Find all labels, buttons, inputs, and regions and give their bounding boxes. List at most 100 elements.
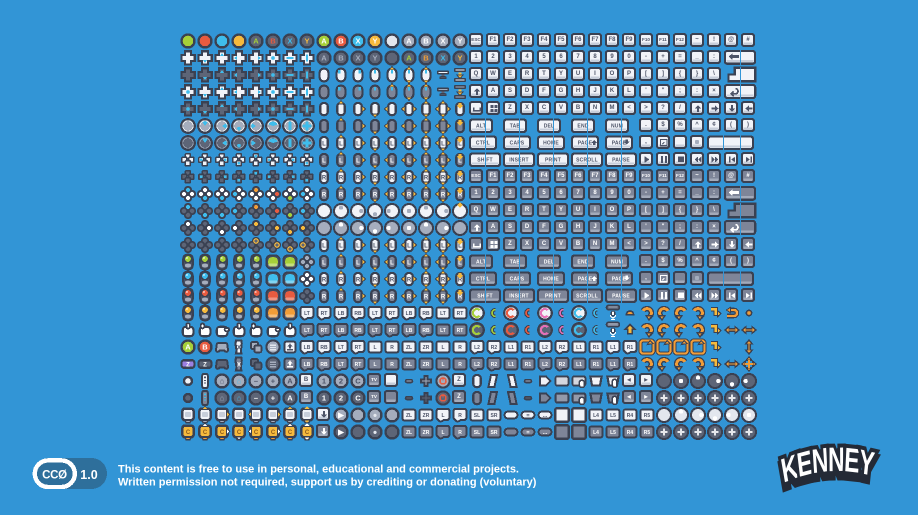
svg-text:T: T xyxy=(542,207,546,213)
svg-text:¢: ¢ xyxy=(712,258,716,264)
svg-text:L: L xyxy=(390,159,394,165)
svg-text:B: B xyxy=(202,343,208,352)
svg-text:CTRL: CTRL xyxy=(476,140,490,146)
svg-text:2: 2 xyxy=(339,394,343,403)
svg-text:V: V xyxy=(559,105,563,111)
svg-text:X: X xyxy=(355,37,360,46)
svg-text:2: 2 xyxy=(491,190,495,196)
svg-text:G: G xyxy=(559,224,564,230)
svg-text:R: R xyxy=(424,176,429,182)
svg-text:DEL: DEL xyxy=(544,259,555,265)
svg-text:I: I xyxy=(594,207,596,213)
svg-text:LT: LT xyxy=(304,311,310,317)
svg-text:R: R xyxy=(339,278,344,284)
svg-text:RB: RB xyxy=(320,345,328,351)
svg-text:ZL: ZL xyxy=(406,413,412,419)
svg-text:.: . xyxy=(645,122,647,128)
svg-text:R: R xyxy=(441,176,446,182)
svg-text:!: ! xyxy=(713,37,715,43)
svg-text::: : xyxy=(696,224,698,230)
svg-text:RT: RT xyxy=(321,328,328,334)
svg-text::: : xyxy=(713,190,715,196)
svg-text:Y: Y xyxy=(372,37,377,46)
svg-text:L4: L4 xyxy=(593,430,599,436)
svg-text:H: H xyxy=(576,88,580,94)
svg-text:L2: L2 xyxy=(542,362,548,368)
svg-text:SCROLL: SCROLL xyxy=(576,293,598,299)
svg-text:DEL: DEL xyxy=(544,123,555,129)
svg-text:R: R xyxy=(322,278,327,284)
svg-text:F6: F6 xyxy=(574,37,582,43)
svg-text:W: W xyxy=(490,71,496,77)
svg-text:X: X xyxy=(440,54,445,63)
svg-text:': ' xyxy=(645,224,647,230)
svg-text:SHIFT: SHIFT xyxy=(477,293,492,299)
svg-text:L: L xyxy=(407,142,411,148)
svg-text:F12: F12 xyxy=(676,173,684,178)
svg-text:9: 9 xyxy=(610,54,614,60)
svg-text:^: ^ xyxy=(695,122,699,128)
svg-text:F: F xyxy=(542,88,546,94)
svg-text:R1: R1 xyxy=(627,345,634,351)
svg-text:ZR: ZR xyxy=(423,413,430,419)
svg-text:J: J xyxy=(593,224,596,230)
svg-text:Y: Y xyxy=(559,71,563,77)
svg-text:L: L xyxy=(407,244,411,250)
svg-text:F11: F11 xyxy=(659,37,667,42)
svg-text:R: R xyxy=(339,295,344,301)
svg-text:R: R xyxy=(441,193,446,199)
svg-text:▶: ▶ xyxy=(643,394,648,399)
svg-text:(: ( xyxy=(730,258,732,264)
svg-text:+: + xyxy=(271,377,276,386)
svg-text:R: R xyxy=(424,193,429,199)
svg-text:C: C xyxy=(186,430,191,436)
svg-text:LB: LB xyxy=(304,345,311,351)
svg-text:R: R xyxy=(356,295,361,301)
svg-text:RT: RT xyxy=(389,311,396,317)
svg-text:ZL: ZL xyxy=(406,345,412,351)
svg-text:L2: L2 xyxy=(542,345,548,351)
svg-text:': ' xyxy=(645,88,647,94)
svg-text:B: B xyxy=(304,377,309,383)
svg-text:LT: LT xyxy=(372,328,378,334)
svg-text:R: R xyxy=(458,345,462,351)
svg-text:F9: F9 xyxy=(625,37,633,43)
svg-text:LB: LB xyxy=(304,362,311,368)
svg-text:L: L xyxy=(339,159,343,165)
svg-text:B: B xyxy=(304,394,309,400)
svg-text:R: R xyxy=(407,193,412,199)
svg-text:S: S xyxy=(508,88,512,94)
svg-text:L: L xyxy=(458,244,462,250)
svg-text:⌂: ⌂ xyxy=(220,394,225,403)
svg-text:ZR: ZR xyxy=(423,430,430,436)
svg-text:R: R xyxy=(407,176,412,182)
svg-text:INSERT: INSERT xyxy=(509,293,529,299)
svg-text:L: L xyxy=(356,142,360,148)
svg-text:C: C xyxy=(288,430,293,436)
svg-text:●: ● xyxy=(373,428,378,437)
svg-text:R2: R2 xyxy=(559,362,566,368)
svg-text:R: R xyxy=(458,278,463,284)
svg-text:L: L xyxy=(356,244,360,250)
svg-text:F3: F3 xyxy=(523,173,531,179)
svg-text:A: A xyxy=(406,54,412,63)
svg-text:RT: RT xyxy=(389,328,396,334)
svg-text:R: R xyxy=(339,193,344,199)
svg-text:\: \ xyxy=(713,207,715,213)
svg-text:L: L xyxy=(441,244,445,250)
svg-text:3: 3 xyxy=(508,54,512,60)
svg-text:U: U xyxy=(576,207,580,213)
svg-text:R: R xyxy=(458,295,463,301)
svg-text:F4: F4 xyxy=(540,173,548,179)
svg-text:/: / xyxy=(679,241,681,247)
svg-text:P: P xyxy=(627,207,631,213)
svg-text:PAGE: PAGE xyxy=(578,276,593,282)
svg-text:R: R xyxy=(424,278,429,284)
svg-text:⌂: ⌂ xyxy=(220,377,225,386)
svg-text:F: F xyxy=(542,224,546,230)
svg-text:=: = xyxy=(526,430,529,436)
svg-text:PAGE: PAGE xyxy=(578,140,593,146)
svg-text:L1: L1 xyxy=(508,345,514,351)
svg-text:L1: L1 xyxy=(610,345,616,351)
svg-text:P: P xyxy=(627,71,631,77)
